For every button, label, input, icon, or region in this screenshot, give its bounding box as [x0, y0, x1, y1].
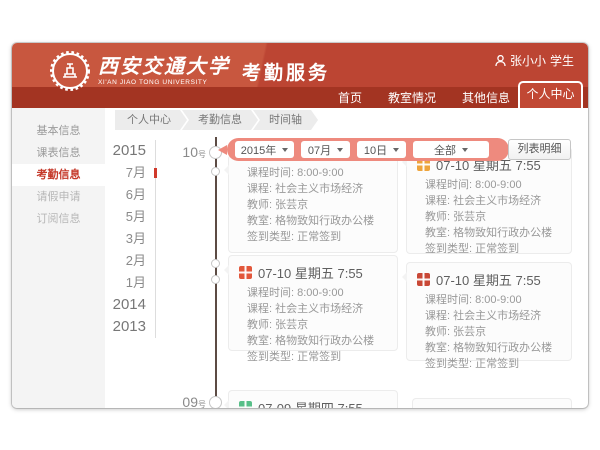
- card-classroom: 教室: 格物致知行政办公楼: [425, 342, 553, 354]
- month-select[interactable]: 07月: [301, 141, 350, 158]
- breadcrumb-personal-center[interactable]: 个人中心: [115, 110, 187, 130]
- card-course-time: 课程时间: 8:00-9:00: [247, 287, 344, 299]
- month-5[interactable]: 5月: [125, 209, 146, 224]
- card-header: 07-10 星期五 7:55: [407, 263, 571, 292]
- card-classroom: 教室: 格物致知行政办公楼: [425, 227, 553, 239]
- university-name: 西安交通大学 XI'AN JIAO TONG UNIVERSITY: [98, 56, 230, 86]
- attendance-card-partial: 07-09 星期四 7:55: [224, 390, 398, 408]
- card-course: 课程: 社会主义市场经济: [247, 303, 364, 315]
- card-teacher: 教师: 张芸京: [247, 319, 309, 331]
- nav-tab-personal-center-active[interactable]: 个人中心: [518, 81, 583, 108]
- university-emblem-icon: [50, 51, 90, 91]
- timeline-node: [211, 167, 220, 176]
- person-icon: [495, 54, 506, 66]
- card-course: 课程: 社会主义市场经济: [425, 310, 542, 322]
- calendar-icon: [239, 401, 252, 408]
- card-course-time: 课程时间: 8:00-9:00: [425, 179, 522, 191]
- card-signin-type: 签到类型: 正常签到: [425, 358, 520, 370]
- month-7-selected[interactable]: 7月: [102, 162, 157, 184]
- day-label-10: 10号: [182, 144, 206, 160]
- timeline-node: [211, 275, 220, 284]
- year-select[interactable]: 2015年: [235, 141, 294, 158]
- app-window: 西安交通大学 XI'AN JIAO TONG UNIVERSITY 考勤服务 张…: [12, 43, 588, 408]
- sidebar: 基本信息 课表信息 考勤信息 请假申请 订阅信息: [12, 108, 105, 408]
- card-teacher: 教师: 张芸京: [425, 211, 487, 223]
- user-info[interactable]: 张小小 学生: [495, 52, 574, 69]
- month-1[interactable]: 1月: [125, 275, 146, 290]
- nav-item-other-info[interactable]: 其他信息: [461, 91, 510, 105]
- app-header: 西安交通大学 XI'AN JIAO TONG UNIVERSITY 考勤服务 张…: [12, 43, 588, 108]
- sidebar-item-subscription[interactable]: 订阅信息: [36, 213, 81, 225]
- sidebar-item-attendance-active[interactable]: 考勤信息: [12, 164, 105, 186]
- calendar-icon: [417, 158, 430, 171]
- breadcrumb-timeline[interactable]: 时间轴: [253, 110, 318, 130]
- nav-item-classrooms[interactable]: 教室情况: [387, 91, 436, 105]
- app-title: 考勤服务: [242, 62, 331, 84]
- type-select[interactable]: 全部: [413, 141, 489, 158]
- user-name: 张小小: [509, 54, 546, 68]
- card-classroom: 教室: 格物致知行政办公楼: [247, 215, 375, 227]
- month-2[interactable]: 2月: [125, 253, 146, 268]
- attendance-card: 07-10 星期五 7:55 课程时间: 8:00-9:00 课程: 社会主义市…: [224, 255, 398, 363]
- card-header: 07-10 星期五 7:55: [407, 148, 571, 177]
- sidebar-item-timetable[interactable]: 课表信息: [36, 147, 81, 159]
- card-course-time: 课程时间: 8:00-9:00: [247, 167, 344, 179]
- card-signin-type: 签到类型: 正常签到: [247, 231, 342, 243]
- card-date-title: 07-09 星期四 7:55: [258, 398, 363, 408]
- year-2015[interactable]: 2015: [112, 142, 146, 159]
- attendance-card: 07-10 星期五 7:55 课程时间: 8:00-9:00 课程: 社会主义市…: [402, 262, 572, 370]
- card-signin-type: 签到类型: 正常签到: [425, 243, 520, 255]
- list-detail-button[interactable]: 列表明细: [508, 139, 571, 160]
- user-role: 学生: [549, 54, 574, 68]
- card-header: 07-09 星期四 7:55: [229, 391, 397, 408]
- university-logo-block: 西安交通大学 XI'AN JIAO TONG UNIVERSITY 考勤服务: [50, 51, 330, 91]
- attendance-card: 课程时间: 8:00-9:00 课程: 社会主义市场经济 教师: 张芸京 教室:…: [224, 155, 398, 253]
- card-course: 课程: 社会主义市场经济: [247, 183, 364, 195]
- breadcrumb-attendance[interactable]: 考勤信息: [182, 110, 258, 130]
- calendar-icon: [239, 266, 252, 279]
- breadcrumb: 个人中心 考勤信息 时间轴: [115, 110, 318, 130]
- card-signin-type: 签到类型: 正常签到: [247, 351, 342, 363]
- card-date-title: 07-10 星期五 7:55: [436, 273, 541, 288]
- calendar-icon: [417, 273, 430, 286]
- year-2013[interactable]: 2013: [112, 318, 146, 335]
- university-name-cn: 西安交通大学: [98, 56, 230, 78]
- day-select[interactable]: 10日: [357, 141, 406, 158]
- card-classroom: 教室: 格物致知行政办公楼: [247, 335, 375, 347]
- card-date-title: 07-10 星期五 7:55: [436, 158, 541, 173]
- sidebar-item-leave-request[interactable]: 请假申请: [36, 191, 81, 203]
- sidebar-item-basic-info[interactable]: 基本信息: [36, 125, 81, 137]
- month-3[interactable]: 3月: [125, 231, 146, 246]
- card-course: 课程: 社会主义市场经济: [425, 195, 542, 207]
- main-nav-bar: [12, 87, 588, 108]
- day-label-09: 09号: [182, 394, 206, 408]
- nav-item-home[interactable]: 首页: [337, 91, 362, 105]
- filter-bar: 2015年 07月 10日 全部: [227, 138, 509, 161]
- timeline-axis: [215, 137, 217, 408]
- main-nav: 首页 教室情况 其他信息: [338, 87, 510, 108]
- timeline-node: [211, 259, 220, 268]
- card-date-title: 07-10 星期五 7:55: [258, 266, 363, 281]
- attendance-card: 07-10 星期五 7:55 课程时间: 8:00-9:00 课程: 社会主义市…: [402, 147, 572, 255]
- filter-pointer: [218, 145, 227, 155]
- year-2014[interactable]: 2014: [112, 296, 146, 313]
- card-teacher: 教师: 张芸京: [247, 199, 309, 211]
- attendance-card-partial: [412, 398, 572, 408]
- card-header: 07-10 星期五 7:55: [229, 256, 397, 285]
- month-6[interactable]: 6月: [125, 187, 146, 202]
- timeline-node-day09: [209, 396, 222, 408]
- university-name-en: XI'AN JIAO TONG UNIVERSITY: [98, 79, 208, 86]
- card-course-time: 课程时间: 8:00-9:00: [425, 294, 522, 306]
- timeline-year-nav: 2015 7月 6月 5月 3月 2月 1月 2014 2013: [102, 140, 157, 338]
- card-teacher: 教师: 张芸京: [425, 326, 487, 338]
